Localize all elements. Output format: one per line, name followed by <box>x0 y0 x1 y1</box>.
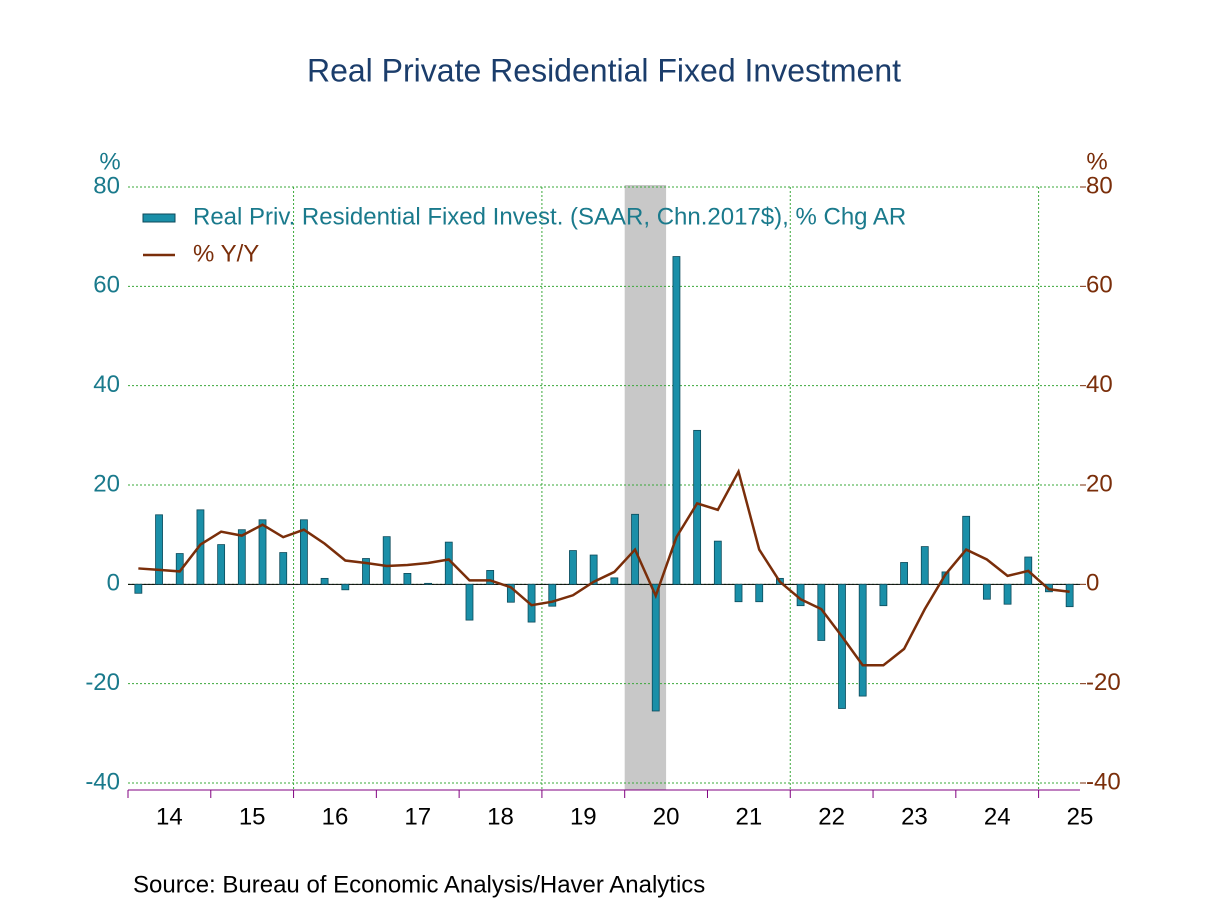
y-tick-label: -40 <box>85 768 120 795</box>
bar <box>610 577 619 585</box>
x-tick-label: 18 <box>487 803 514 830</box>
y-tick-label: 0 <box>107 570 120 597</box>
bar <box>486 570 495 585</box>
bar <box>382 536 391 585</box>
x-tick-label: 22 <box>818 803 845 830</box>
y-tick-label: 60 <box>93 272 120 299</box>
bar <box>651 583 660 712</box>
bar <box>982 583 991 600</box>
bar <box>341 583 350 591</box>
bar <box>506 583 515 603</box>
x-tick-label: 17 <box>404 803 431 830</box>
bar <box>672 256 681 585</box>
x-tick-label: 25 <box>1067 803 1094 830</box>
bar <box>465 583 474 621</box>
x-tick-label: 16 <box>322 803 349 830</box>
legend-label: Real Priv. Residential Fixed Invest. (SA… <box>193 203 906 230</box>
y2-tick-label: 60 <box>1086 272 1113 299</box>
source: Source: Bureau of Economic Analysis/Have… <box>133 871 705 898</box>
bar <box>879 583 888 607</box>
x-tick-label: 19 <box>570 803 597 830</box>
x-tick-label: 23 <box>901 803 928 830</box>
bar <box>155 514 163 585</box>
bar <box>796 583 805 607</box>
y-tick-label: 80 <box>93 172 120 199</box>
chart-title: Real Private Residential Fixed Investmen… <box>307 52 901 88</box>
x-tick-label: 15 <box>239 803 266 830</box>
bar <box>196 509 205 585</box>
bar <box>175 553 184 585</box>
bar <box>217 544 226 585</box>
bar <box>569 550 577 585</box>
bar <box>320 577 329 585</box>
bar <box>237 529 246 585</box>
bar <box>838 583 846 709</box>
bar <box>900 562 908 585</box>
bar <box>734 583 743 603</box>
bar <box>920 546 929 585</box>
bar <box>279 552 288 585</box>
y-unit: % <box>99 148 120 175</box>
bar <box>403 573 412 585</box>
bar <box>362 558 370 585</box>
y2-unit: % <box>1086 148 1107 175</box>
y-tick-label: 20 <box>93 470 120 497</box>
y2-tick-label: 0 <box>1086 570 1099 597</box>
y2-tick-label: 20 <box>1086 470 1113 497</box>
bar <box>858 583 867 697</box>
bar <box>755 583 764 603</box>
bar <box>1003 583 1012 605</box>
x-tick-label: 20 <box>653 803 680 830</box>
y-tick-label: 40 <box>93 371 120 398</box>
legend-label: % Y/Y <box>193 240 259 267</box>
legend-swatch <box>142 213 176 223</box>
bar <box>424 582 432 585</box>
x-tick-label: 24 <box>984 803 1011 830</box>
y2-tick-label: -20 <box>1086 669 1121 696</box>
bar <box>713 540 722 585</box>
bar <box>548 583 557 607</box>
bar <box>589 554 598 585</box>
bar <box>300 519 308 585</box>
bar <box>1065 583 1074 608</box>
x-tick-label: 14 <box>156 803 183 830</box>
x-tick-label: 21 <box>736 803 763 830</box>
y2-tick-label: 40 <box>1086 371 1113 398</box>
y2-tick-label: -40 <box>1086 768 1121 795</box>
line <box>138 468 1070 667</box>
bar <box>134 583 143 594</box>
y-tick-label: -20 <box>85 669 120 696</box>
y2-tick-label: 80 <box>1086 172 1113 199</box>
bar <box>258 519 267 585</box>
recession-shade <box>624 185 667 790</box>
